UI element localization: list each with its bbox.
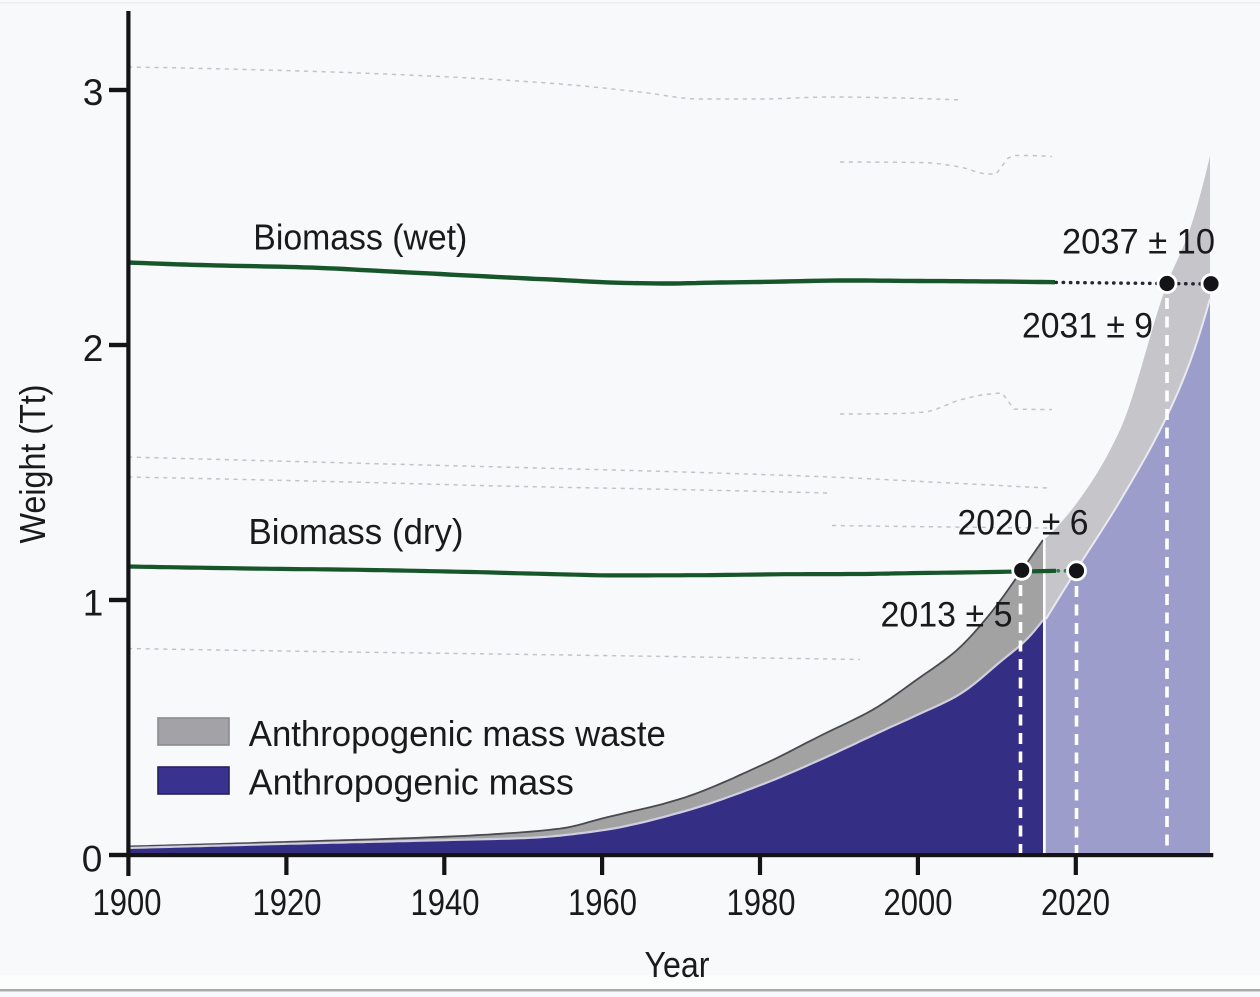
svg-text:2: 2 — [83, 328, 104, 369]
svg-text:2013 ± 5: 2013 ± 5 — [881, 595, 1013, 635]
svg-text:Anthropogenic mass: Anthropogenic mass — [249, 762, 574, 803]
svg-text:2020: 2020 — [1041, 882, 1110, 923]
svg-text:2020 ± 6: 2020 ± 6 — [958, 503, 1089, 543]
svg-text:Weight (Tt): Weight (Tt) — [12, 385, 53, 544]
svg-text:1960: 1960 — [568, 882, 637, 923]
svg-text:Anthropogenic mass waste: Anthropogenic mass waste — [249, 713, 666, 754]
svg-text:1980: 1980 — [727, 882, 796, 923]
svg-text:1: 1 — [83, 583, 104, 624]
svg-text:2000: 2000 — [884, 882, 953, 923]
svg-text:1940: 1940 — [411, 882, 480, 923]
svg-text:3: 3 — [83, 72, 104, 113]
svg-text:1900: 1900 — [93, 882, 162, 923]
svg-text:2031 ± 9: 2031 ± 9 — [1022, 306, 1153, 346]
svg-text:0: 0 — [82, 839, 103, 880]
svg-text:1920: 1920 — [253, 882, 322, 923]
svg-text:Biomass (wet): Biomass (wet) — [253, 217, 467, 258]
svg-text:Year: Year — [645, 944, 710, 985]
svg-text:2037 ± 10: 2037 ± 10 — [1062, 222, 1215, 262]
svg-text:Biomass (dry): Biomass (dry) — [249, 511, 464, 552]
